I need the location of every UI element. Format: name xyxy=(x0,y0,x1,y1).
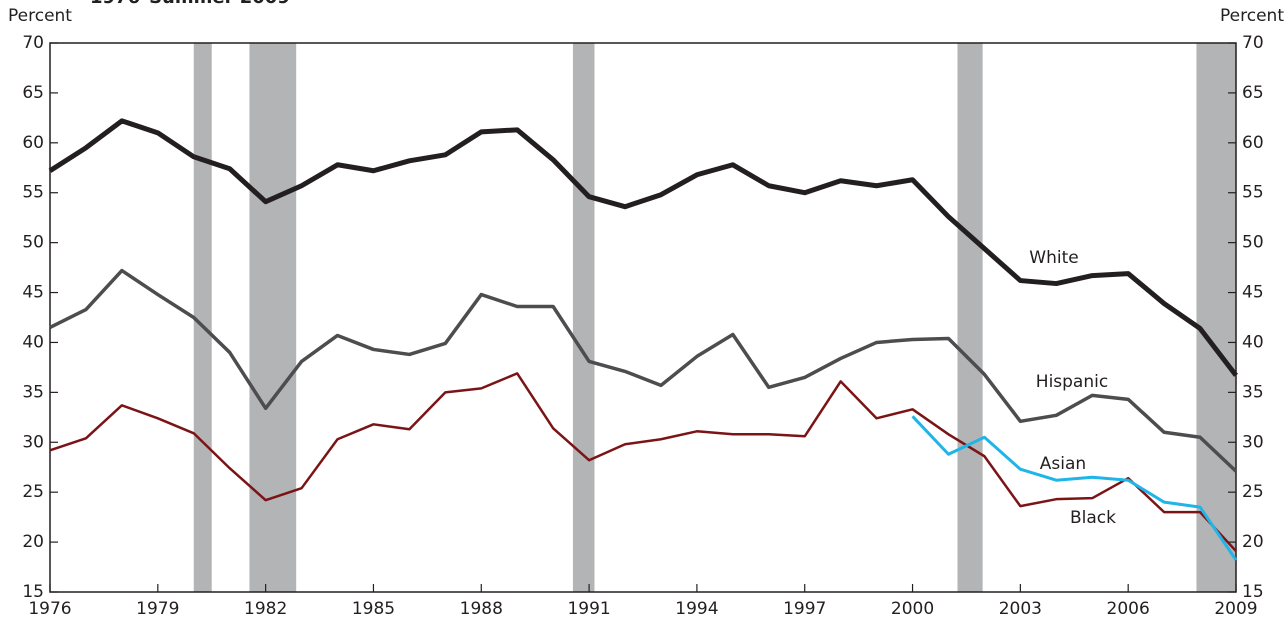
x-tick-label: 1997 xyxy=(783,599,826,619)
y2-tick-label: 50 xyxy=(1242,233,1264,253)
y-tick-label: 65 xyxy=(22,83,44,103)
x-tick-label: 1979 xyxy=(136,599,179,619)
series-line xyxy=(49,372,1237,552)
series-label: Black xyxy=(1070,508,1116,528)
series-line xyxy=(48,118,1238,377)
y-tick-label: 30 xyxy=(22,432,44,452)
series-label: White xyxy=(1029,248,1078,268)
recession-shade xyxy=(249,43,297,592)
x-tick-label: 1985 xyxy=(352,599,395,619)
recession-shade xyxy=(193,43,212,592)
plot-frame xyxy=(49,42,1237,593)
y-tick-label: 40 xyxy=(22,332,44,352)
y-tick-label: 55 xyxy=(22,183,44,203)
series-label: Hispanic xyxy=(1036,372,1108,392)
x-tick-label: 2006 xyxy=(1107,599,1150,619)
y-tick-label: 25 xyxy=(22,482,44,502)
y2-axis-label: Percent xyxy=(1220,6,1284,26)
y-tick-label: 60 xyxy=(22,133,44,153)
x-tick-label: 2003 xyxy=(999,599,1042,619)
x-tick-label: 1994 xyxy=(675,599,718,619)
y2-tick-label: 65 xyxy=(1242,83,1264,103)
y2-tick-label: 15 xyxy=(1242,582,1264,602)
y2-tick-label: 55 xyxy=(1242,183,1264,203)
y-tick-label: 15 xyxy=(22,582,44,602)
x-tick-label: 2000 xyxy=(891,599,934,619)
y-axis-label: Percent xyxy=(8,6,72,26)
y2-tick-label: 25 xyxy=(1242,482,1264,502)
y2-tick-label: 40 xyxy=(1242,332,1264,352)
y2-tick-label: 60 xyxy=(1242,133,1264,153)
recession-shade xyxy=(957,43,983,592)
x-tick-label: 1988 xyxy=(460,599,503,619)
recession-shade xyxy=(1196,43,1236,592)
series-label: Asian xyxy=(1040,454,1086,474)
y2-tick-label: 45 xyxy=(1242,283,1264,303)
y-tick-label: 70 xyxy=(22,33,44,53)
series-line xyxy=(49,268,1238,473)
y2-tick-label: 30 xyxy=(1242,432,1264,452)
x-tick-label: 2009 xyxy=(1214,599,1257,619)
chart-title: 1976–Summer 2009 xyxy=(90,0,290,8)
y-tick-label: 45 xyxy=(22,283,44,303)
x-tick-label: 1982 xyxy=(244,599,287,619)
x-tick-label: 1976 xyxy=(28,599,71,619)
y-tick-label: 50 xyxy=(22,233,44,253)
x-tick-label: 1991 xyxy=(567,599,610,619)
y-tick-label: 20 xyxy=(22,532,44,552)
y2-tick-label: 20 xyxy=(1242,532,1264,552)
y2-tick-label: 35 xyxy=(1242,382,1264,402)
y2-tick-label: 70 xyxy=(1242,33,1264,53)
series-line xyxy=(911,415,1238,561)
y-tick-label: 35 xyxy=(22,382,44,402)
recession-shade xyxy=(572,43,595,592)
